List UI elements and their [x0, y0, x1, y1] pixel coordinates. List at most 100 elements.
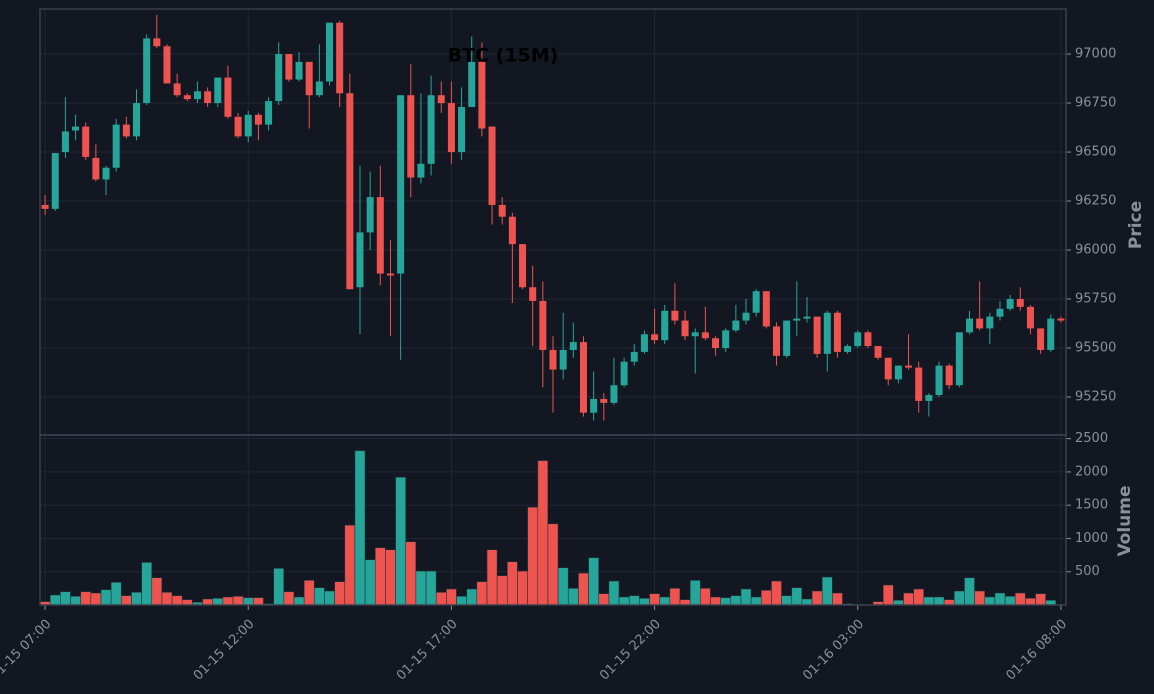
candle-body: [803, 316, 811, 319]
volume-bar: [608, 580, 620, 606]
volume-bar: [771, 580, 782, 606]
candle-body: [417, 163, 425, 178]
volume-bar: [293, 596, 305, 606]
candle-body: [701, 332, 709, 339]
volume-bar: [811, 590, 823, 606]
y-tick-label: 95750: [1075, 292, 1116, 307]
volume-bar: [1025, 598, 1036, 606]
volume-bar: [659, 596, 670, 606]
candle-body: [51, 153, 59, 209]
volume-bar: [618, 596, 630, 606]
candle-body: [600, 398, 608, 403]
candle-body: [275, 54, 283, 102]
candle-body: [569, 342, 577, 350]
candle-body: [122, 124, 130, 137]
candle-body: [336, 22, 344, 94]
candle-body: [955, 332, 963, 386]
candle-body: [1037, 328, 1045, 350]
candle-body: [539, 300, 547, 350]
candle-body: [244, 114, 252, 137]
volume-bar: [283, 591, 295, 606]
candle-body: [965, 318, 973, 333]
candle-body: [468, 61, 476, 107]
candle-body: [386, 273, 394, 276]
candle-body: [793, 318, 801, 321]
y-tick-label: 95250: [1075, 389, 1116, 404]
volume-bar: [80, 591, 91, 606]
y-tick-label: 95500: [1075, 340, 1116, 355]
candle-body: [640, 334, 648, 352]
candle-body: [935, 365, 943, 396]
candle-body: [61, 131, 69, 153]
volume-bar: [415, 570, 427, 606]
volume-bar: [436, 592, 447, 606]
volume-bar: [639, 598, 650, 606]
volume-bar: [253, 597, 264, 606]
candle-body: [508, 216, 516, 245]
volume-bar: [131, 592, 142, 606]
candle-body: [864, 332, 872, 347]
candle-body: [752, 291, 760, 313]
candle-body: [224, 77, 232, 117]
volume-bar: [456, 596, 467, 606]
candle-body: [610, 385, 618, 403]
volume-bar: [598, 593, 610, 606]
volume-bar: [943, 599, 955, 606]
candle-body: [681, 320, 689, 337]
candle-body: [742, 312, 750, 321]
y-tick-label: 96500: [1075, 145, 1116, 160]
volume-bar: [933, 596, 945, 606]
candle-body: [620, 361, 628, 386]
candle-body: [529, 287, 537, 301]
volume-bar: [151, 577, 163, 606]
candle-body: [346, 93, 354, 290]
volume-bar: [60, 591, 71, 606]
candle-body: [976, 318, 984, 329]
volume-frame: [39, 434, 1067, 606]
candle-body: [214, 77, 222, 104]
candle-body: [326, 22, 334, 82]
volume-bar: [700, 588, 711, 606]
y-tick-label: 2500: [1075, 431, 1108, 446]
volume-bar: [568, 588, 579, 606]
candle-body: [204, 91, 212, 104]
volume-bar: [720, 597, 731, 606]
candle-body: [366, 197, 374, 233]
volume-bar: [679, 599, 691, 606]
candle-body: [651, 334, 659, 341]
volume-bar: [486, 549, 498, 606]
candle-body: [1006, 299, 1014, 309]
candle-body: [82, 126, 90, 157]
candle-body: [996, 308, 1004, 317]
chart-title: BTC (15M): [448, 45, 559, 67]
candle-body: [458, 106, 466, 153]
candle-body: [894, 365, 902, 380]
candle-body: [133, 103, 141, 137]
volume-bar: [344, 524, 356, 606]
candle-body: [519, 244, 527, 288]
volume-bar: [903, 592, 914, 606]
volume-bar: [882, 584, 894, 606]
candle-body: [722, 330, 730, 348]
volume-bar: [476, 581, 488, 606]
volume-bar: [517, 570, 528, 606]
volume-bar: [649, 593, 660, 606]
candle-body: [783, 320, 791, 356]
volume-bar: [161, 592, 173, 606]
volume-bar: [557, 567, 569, 606]
volume-bar: [212, 598, 224, 606]
candle-body: [549, 349, 557, 370]
candle-body: [72, 126, 80, 131]
candle-body: [691, 332, 699, 337]
candle-body: [1016, 299, 1024, 307]
candle-body: [905, 365, 913, 368]
y-tick-label: 96750: [1075, 96, 1116, 111]
candle-body: [1047, 318, 1055, 350]
candle-body: [712, 338, 720, 348]
candle-body: [854, 332, 862, 347]
volume-bar: [954, 590, 965, 606]
volume-bar: [923, 596, 935, 606]
y-tick-label: 96000: [1075, 243, 1116, 258]
volume-bar: [964, 577, 975, 606]
